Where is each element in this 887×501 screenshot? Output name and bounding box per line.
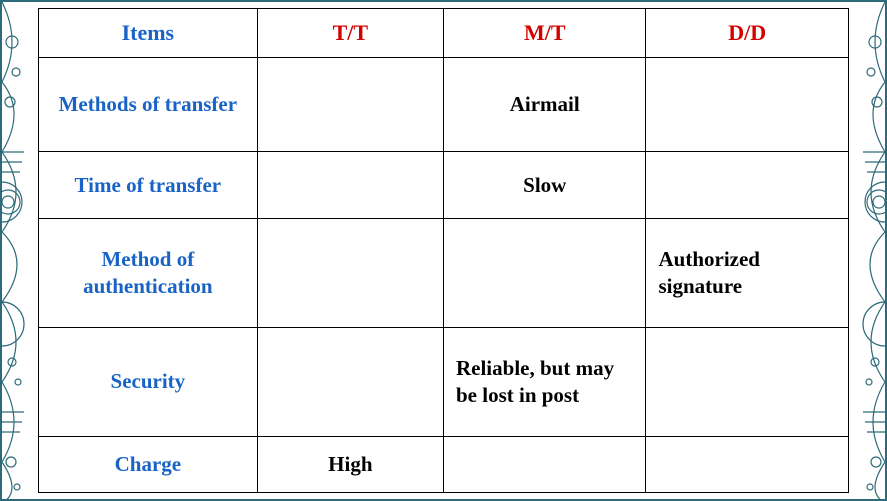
cell <box>257 57 443 152</box>
col-header-mt: M/T <box>443 9 646 58</box>
cell <box>646 57 849 152</box>
table-row: Charge High <box>39 436 849 492</box>
cell: Reliable, but may be lost in post <box>443 327 646 436</box>
table-row: Time of transfer Slow <box>39 152 849 219</box>
cell <box>646 436 849 492</box>
table-header-row: Items T/T M/T D/D <box>39 9 849 58</box>
col-header-dd: D/D <box>646 9 849 58</box>
comparison-table: Items T/T M/T D/D Methods of transfer Ai… <box>38 8 849 493</box>
cell: Slow <box>443 152 646 219</box>
table-row: Methods of transfer Airmail <box>39 57 849 152</box>
cell <box>646 152 849 219</box>
table-row: Method of authentication Authorized sign… <box>39 218 849 327</box>
cell: Authorized signature <box>646 218 849 327</box>
row-label-methods: Methods of transfer <box>39 57 258 152</box>
cell <box>257 218 443 327</box>
col-header-tt: T/T <box>257 9 443 58</box>
row-label-time: Time of transfer <box>39 152 258 219</box>
cell <box>443 218 646 327</box>
row-label-charge: Charge <box>39 436 258 492</box>
decorative-border-right <box>851 2 885 499</box>
row-label-auth: Method of authentication <box>39 218 258 327</box>
table-row: Security Reliable, but may be lost in po… <box>39 327 849 436</box>
cell <box>257 152 443 219</box>
col-header-items: Items <box>39 9 258 58</box>
cell: High <box>257 436 443 492</box>
comparison-table-wrap: Items T/T M/T D/D Methods of transfer Ai… <box>38 8 849 493</box>
cell <box>257 327 443 436</box>
row-label-security: Security <box>39 327 258 436</box>
slide: Items T/T M/T D/D Methods of transfer Ai… <box>0 0 887 501</box>
cell <box>443 436 646 492</box>
decorative-border-left <box>2 2 36 499</box>
cell <box>646 327 849 436</box>
cell: Airmail <box>443 57 646 152</box>
